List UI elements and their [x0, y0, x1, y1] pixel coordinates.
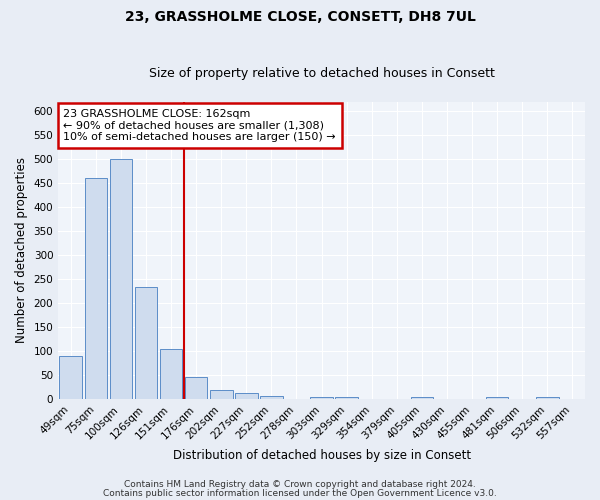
Bar	[260, 396, 283, 400]
X-axis label: Distribution of detached houses by size in Consett: Distribution of detached houses by size …	[173, 450, 470, 462]
Bar	[410, 397, 433, 400]
Bar	[160, 349, 182, 400]
Bar	[59, 356, 82, 400]
Bar	[134, 286, 157, 400]
Bar	[185, 378, 208, 400]
Bar	[486, 397, 508, 400]
Bar	[110, 159, 132, 400]
Text: 23, GRASSHOLME CLOSE, CONSETT, DH8 7UL: 23, GRASSHOLME CLOSE, CONSETT, DH8 7UL	[125, 10, 475, 24]
Bar	[310, 397, 333, 400]
Bar	[85, 178, 107, 400]
Title: Size of property relative to detached houses in Consett: Size of property relative to detached ho…	[149, 66, 494, 80]
Bar	[536, 397, 559, 400]
Text: Contains public sector information licensed under the Open Government Licence v3: Contains public sector information licen…	[103, 488, 497, 498]
Text: Contains HM Land Registry data © Crown copyright and database right 2024.: Contains HM Land Registry data © Crown c…	[124, 480, 476, 489]
Y-axis label: Number of detached properties: Number of detached properties	[15, 158, 28, 344]
Bar	[210, 390, 233, 400]
Text: 23 GRASSHOLME CLOSE: 162sqm
← 90% of detached houses are smaller (1,308)
10% of : 23 GRASSHOLME CLOSE: 162sqm ← 90% of det…	[64, 109, 336, 142]
Bar	[335, 397, 358, 400]
Bar	[235, 393, 257, 400]
